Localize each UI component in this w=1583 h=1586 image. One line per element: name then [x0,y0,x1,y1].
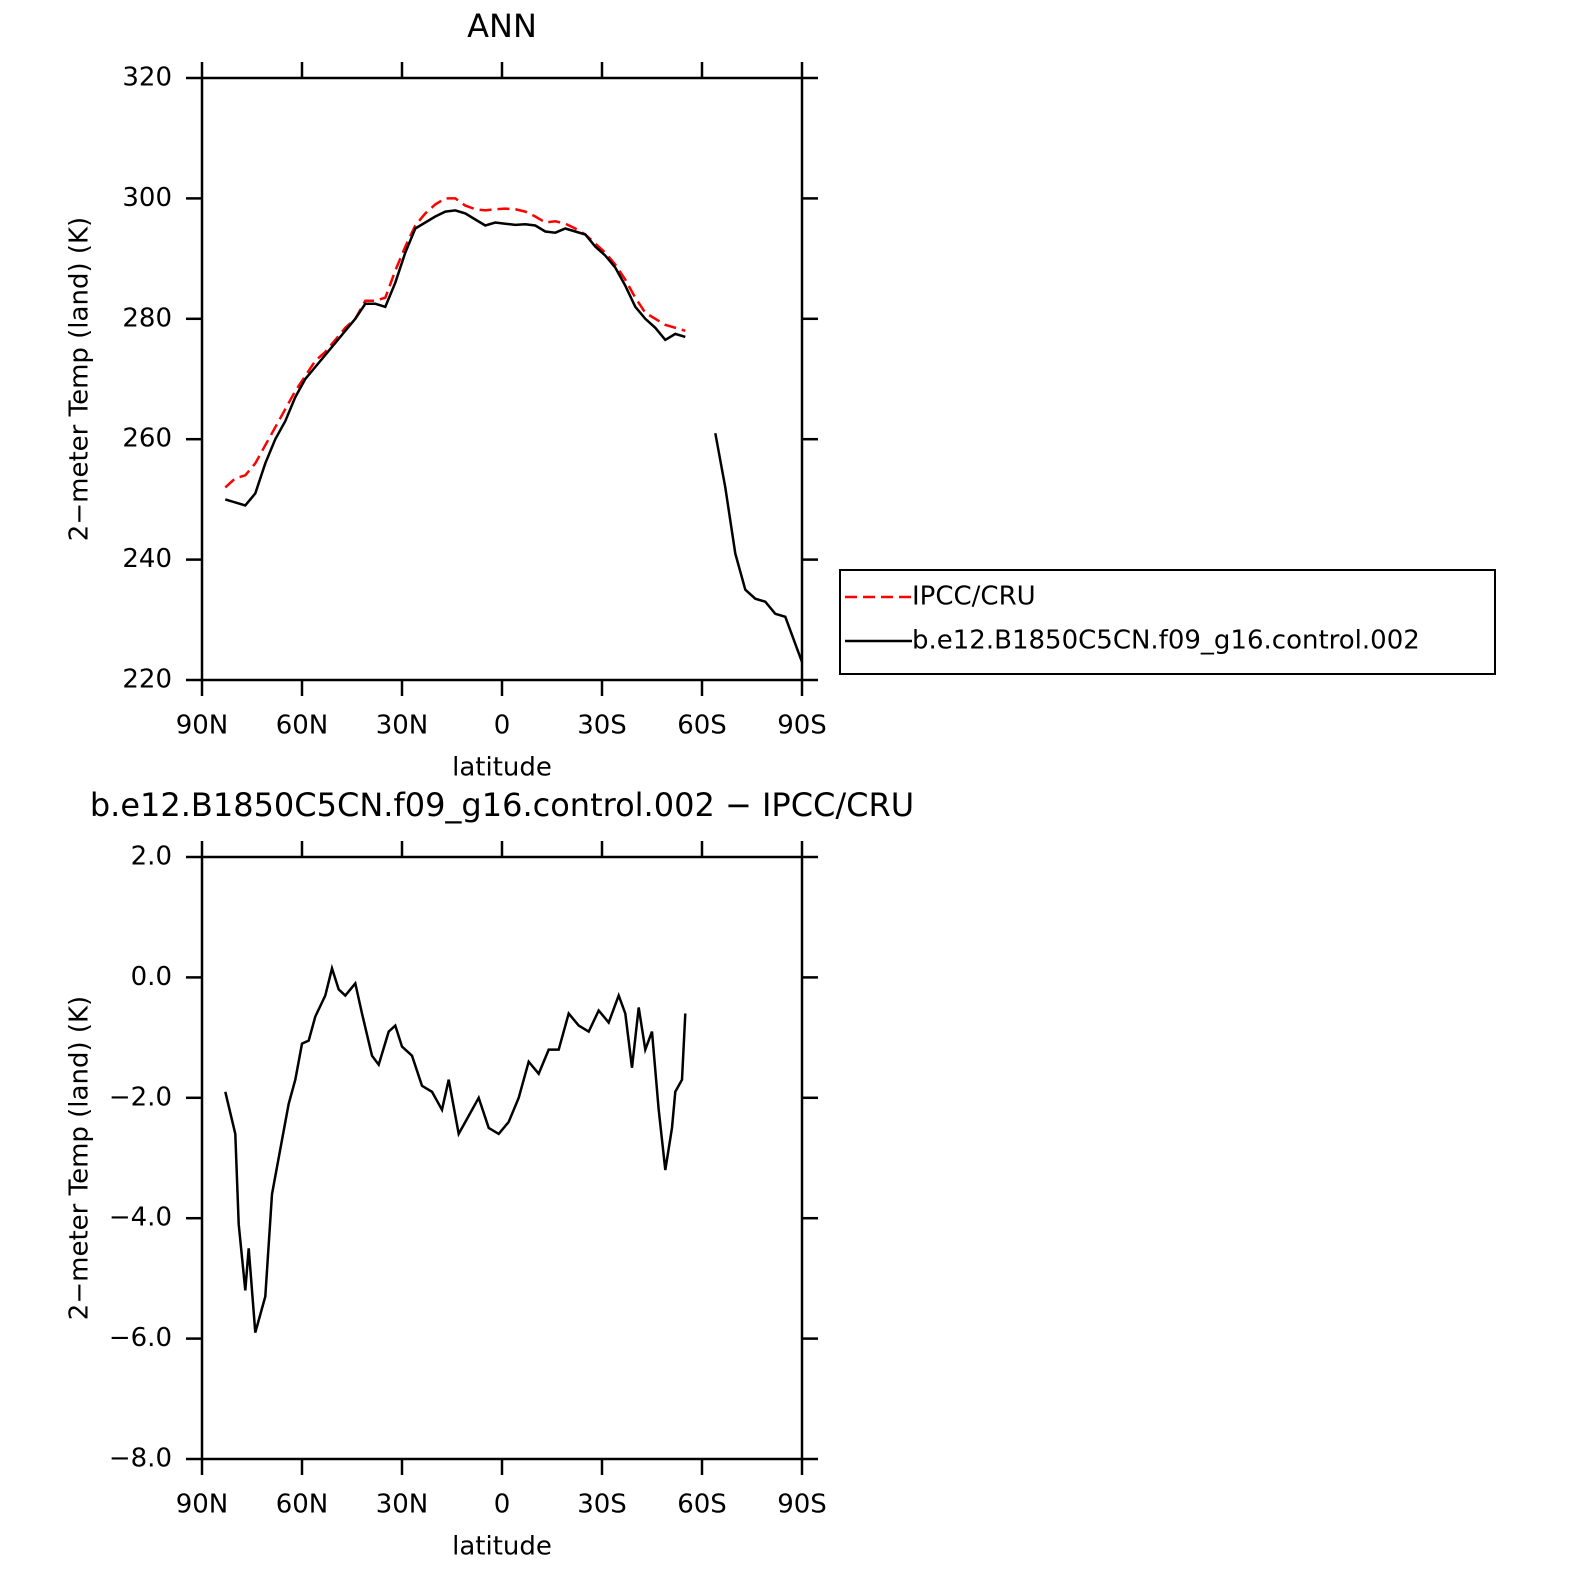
y-tick-label: 260 [122,424,172,454]
x-tick-label: 60S [677,1490,727,1520]
x-tick-label: 30S [577,711,627,741]
x-tick-label: 60N [276,711,329,741]
y-tick-label: −6.0 [109,1323,172,1353]
x-tick-label: 90S [777,1490,827,1520]
y-axis-label: 2−meter Temp (land) (K) [65,996,95,1320]
data-line [224,963,687,1333]
y-tick-label: 280 [122,303,172,333]
x-tick-label: 30S [577,1490,627,1520]
x-tick-label: 90N [176,711,229,741]
chart-title: ANN [467,7,537,45]
y-tick-label: −4.0 [109,1203,172,1233]
x-axis-label: latitude [452,753,552,783]
x-tick-label: 0 [494,1490,511,1520]
legend-label: b.e12.B1850C5CN.f09_g16.control.002 [912,626,1420,656]
y-tick-label: −8.0 [109,1444,172,1474]
legend-label: IPCC/CRU [912,582,1036,612]
x-tick-label: 90N [176,1490,229,1520]
x-tick-label: 60N [276,1490,329,1520]
x-tick-label: 30N [376,1490,429,1520]
y-tick-label: 240 [122,544,172,574]
y-tick-label: 0.0 [131,962,172,992]
x-tick-label: 60S [677,711,727,741]
y-tick-label: 2.0 [131,842,172,872]
chart-title: b.e12.B1850C5CN.f09_g16.control.002 − IP… [90,786,914,824]
x-tick-label: 90S [777,711,827,741]
plot-frame [200,76,804,682]
data-line [224,209,804,663]
y-tick-label: 300 [122,183,172,213]
plot-frame [200,855,804,1461]
y-tick-label: 320 [122,63,172,93]
y-tick-label: 220 [122,665,172,695]
legend-box [839,569,1496,675]
x-tick-label: 30N [376,711,429,741]
x-tick-label: 0 [494,711,511,741]
y-tick-label: −2.0 [109,1082,172,1112]
y-axis-label: 2−meter Temp (land) (K) [65,217,95,541]
data-line [224,197,686,489]
x-axis-label: latitude [452,1532,552,1562]
